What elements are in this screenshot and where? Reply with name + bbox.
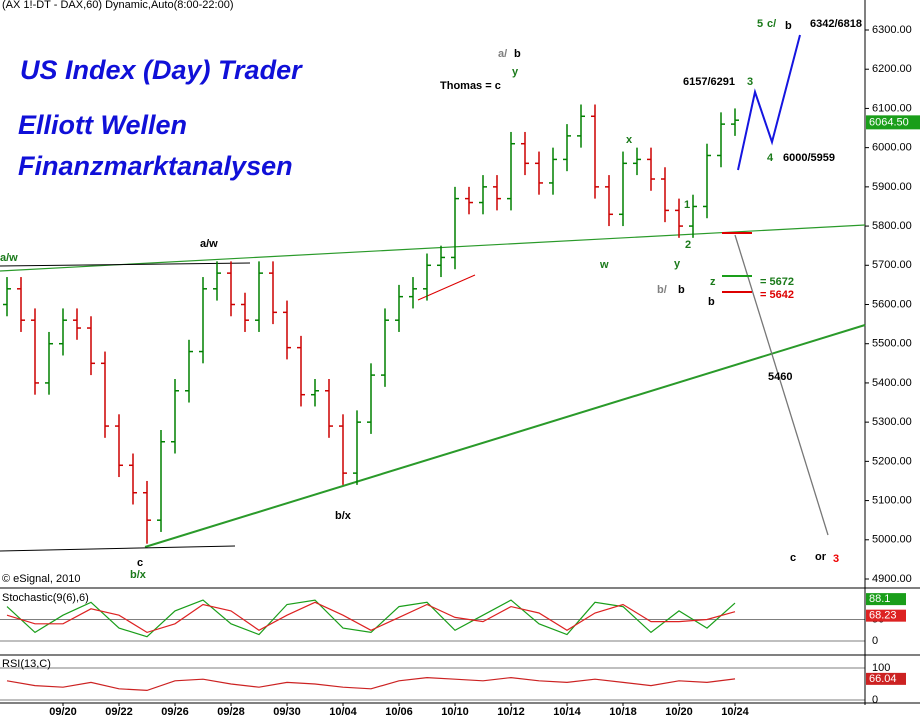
wave-label: or (815, 551, 827, 563)
wave-label: y (674, 258, 681, 270)
x-tick-label: 09/28 (217, 706, 245, 718)
value-tag (866, 609, 906, 622)
value-tag-label: 88.1 (869, 593, 890, 605)
x-tick-label: 10/20 (665, 706, 693, 718)
oscillator-line (6, 601, 736, 634)
trendline (0, 545, 236, 552)
wave-label: x (626, 134, 633, 146)
wave-label: 5 (757, 18, 763, 30)
wave-label: b (678, 284, 685, 296)
wave-label: b/x (130, 569, 147, 581)
wave-label: c (790, 552, 796, 564)
value-tag (866, 672, 906, 685)
wave-label: 2 (685, 239, 691, 251)
y-tick-label: 5600.00 (872, 298, 912, 310)
x-tick-label: 09/26 (161, 706, 189, 718)
wave-label: c (137, 557, 143, 569)
y-tick-label: 100 (872, 662, 890, 674)
y-tick-label: 5200.00 (872, 455, 912, 467)
y-tick-label: 5300.00 (872, 416, 912, 428)
y-tick-label: 5100.00 (872, 494, 912, 506)
wave-label: a/w (200, 238, 218, 250)
wave-label: z (710, 276, 716, 288)
trendline (0, 224, 866, 272)
y-tick-label: 5800.00 (872, 220, 912, 232)
x-tick-label: 10/04 (329, 706, 357, 718)
wave-label: 5460 (768, 371, 792, 383)
wave-label: y (512, 66, 519, 78)
x-tick-label: 10/06 (385, 706, 413, 718)
y-tick-label: 0 (872, 635, 878, 647)
x-tick-label: 10/24 (721, 706, 749, 718)
last-price-label: 6064.50 (869, 116, 909, 128)
headline: Elliott Wellen (18, 110, 187, 140)
wave-label: b/x (335, 510, 352, 522)
copyright: © eSignal, 2010 (2, 573, 80, 585)
wave-label: b (785, 20, 792, 32)
value-tag (866, 593, 906, 606)
y-tick-label: 5900.00 (872, 181, 912, 193)
wave-label: c/ (767, 18, 776, 30)
y-tick-label: 6000.00 (872, 142, 912, 154)
wave-label: 3 (833, 553, 839, 565)
panel-title: Stochastic(9(6),6) (2, 592, 89, 604)
wave-label: 6342/6818 (810, 18, 862, 30)
wave-label: b/ (657, 284, 667, 296)
wave-label: 6000/5959 (783, 152, 835, 164)
value-tag-label: 68.23 (869, 610, 897, 622)
x-tick-label: 09/22 (105, 706, 133, 718)
wave-label: Thomas = c (440, 80, 501, 92)
y-tick-label: 6200.00 (872, 63, 912, 75)
wave-label: w (599, 259, 609, 271)
x-tick-label: 10/14 (553, 706, 581, 718)
oscillator-line (6, 676, 736, 692)
y-tick-label: 5500.00 (872, 338, 912, 350)
headline: Finanzmarktanalysen (18, 151, 293, 181)
wave-label: a/ (498, 48, 507, 60)
y-tick-label: 6100.00 (872, 102, 912, 114)
headline: US Index (Day) Trader (20, 55, 303, 85)
y-tick-label: 4900.00 (872, 573, 912, 585)
x-tick-label: 10/18 (609, 706, 637, 718)
panel-title: RSI(13,C) (2, 658, 51, 670)
wave-label: b (708, 296, 715, 308)
x-tick-label: 09/30 (273, 706, 301, 718)
projection (737, 34, 801, 171)
x-tick-label: 10/12 (497, 706, 525, 718)
wave-label: b (514, 48, 521, 60)
trendline (0, 262, 251, 267)
oscillator-line (6, 599, 736, 638)
value-tag-label: 66.04 (869, 673, 897, 685)
x-tick-label: 10/10 (441, 706, 469, 718)
wave-label: a/w (0, 252, 18, 264)
wave-label: = 5642 (760, 289, 794, 301)
wave-label: 3 (747, 76, 753, 88)
last-price-tag (866, 115, 920, 130)
projection (734, 234, 829, 536)
y-tick-label: 6300.00 (872, 24, 912, 36)
y-tick-label: 5000.00 (872, 534, 912, 546)
wave-label: 4 (767, 152, 774, 164)
chart-header: (AX 1!-DT - DAX,60) Dynamic,Auto(8:00-22… (2, 0, 234, 11)
trendline (144, 324, 866, 548)
wave-label: 1 (684, 199, 690, 211)
wave-label: = 5672 (760, 276, 794, 288)
y-tick-label: 0 (872, 694, 878, 706)
wave-label: 6157/6291 (683, 76, 735, 88)
x-tick-label: 09/20 (49, 706, 77, 718)
y-tick-label: 5400.00 (872, 377, 912, 389)
y-tick-label: 5700.00 (872, 259, 912, 271)
